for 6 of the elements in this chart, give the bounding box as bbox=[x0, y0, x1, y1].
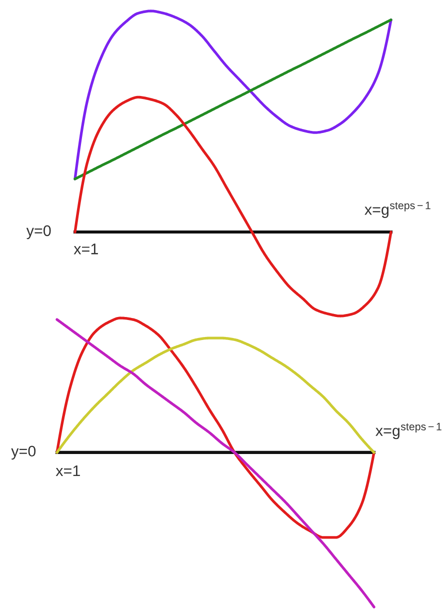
text: y=0 bbox=[26, 225, 51, 240]
text: y=0 bbox=[11, 446, 36, 460]
annotation: x=1 bbox=[56, 466, 80, 476]
text: x=g$^{steps−1}$ bbox=[376, 422, 442, 440]
annotation: x=g$^{steps−1}$ bbox=[364, 202, 430, 218]
annotation: x=1 bbox=[74, 244, 98, 254]
